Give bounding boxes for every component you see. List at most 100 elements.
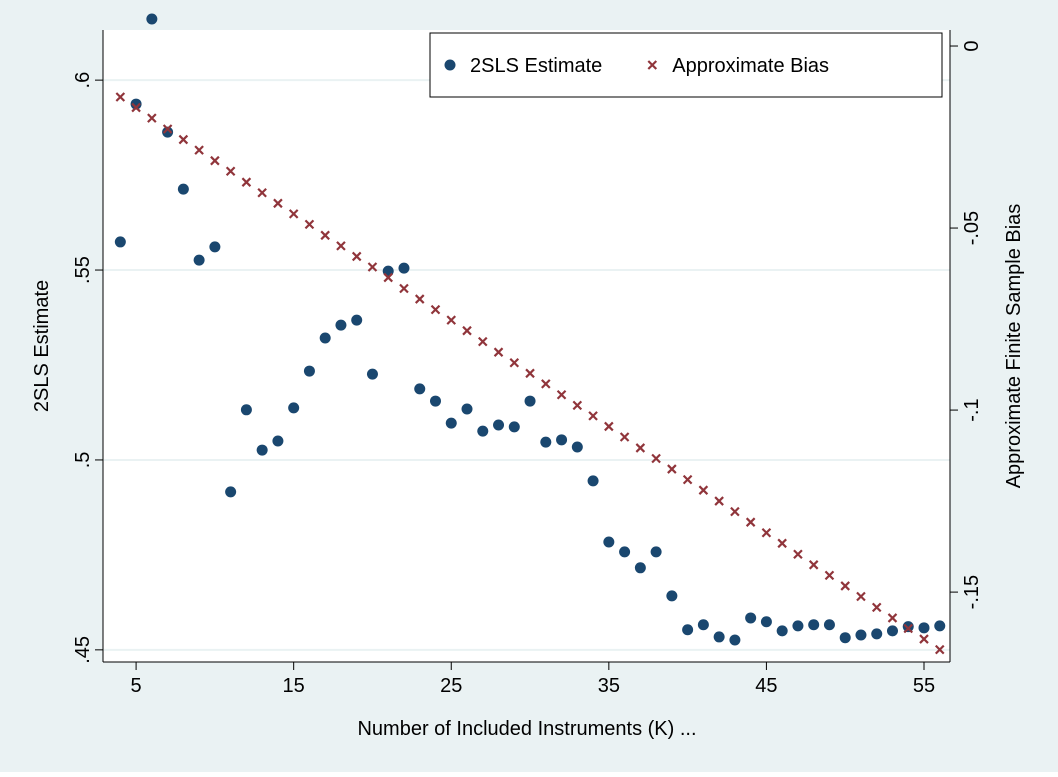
x-tick-label: 15 [283, 675, 305, 697]
data-point [635, 443, 646, 453]
data-point [776, 625, 788, 637]
data-point [257, 187, 267, 198]
data-point [146, 13, 158, 25]
data-point [793, 549, 803, 560]
x-tick-label: 25 [440, 675, 462, 697]
data-point [240, 404, 252, 416]
legend-label: Approximate Bias [672, 55, 829, 77]
data-point [398, 262, 410, 274]
data-point [288, 402, 300, 414]
data-point [619, 432, 630, 442]
data-point [761, 527, 772, 538]
legend-label: 2SLS Estimate [470, 55, 602, 77]
x-tick-label: 45 [755, 675, 777, 697]
data-point [918, 622, 930, 634]
data-point [524, 395, 536, 407]
data-point [572, 400, 583, 411]
data-point [919, 634, 929, 644]
data-point [493, 347, 504, 357]
data-point [273, 198, 283, 209]
data-point [399, 283, 409, 294]
data-point [225, 486, 237, 498]
data-point [824, 570, 835, 581]
data-point [730, 506, 740, 517]
data-point [446, 315, 457, 325]
data-point [303, 365, 315, 377]
data-point [508, 421, 520, 433]
data-point [934, 620, 946, 632]
data-point [477, 425, 489, 437]
data-point [871, 628, 883, 640]
data-point [367, 262, 378, 272]
data-point [336, 241, 346, 251]
y-tick-label: .5 [72, 452, 94, 469]
data-point [745, 517, 756, 527]
y2-axis-title: Approximate Finite Sample Bias [1003, 204, 1025, 489]
data-point [934, 644, 945, 655]
data-point [351, 314, 363, 326]
data-point [477, 336, 488, 347]
data-point [147, 113, 157, 123]
data-point [902, 621, 914, 633]
y2-tick-label: 0 [961, 40, 983, 51]
data-point [634, 562, 646, 574]
x-tick-label: 55 [913, 675, 935, 697]
data-point [729, 634, 741, 646]
data-point [114, 236, 126, 248]
data-point [808, 560, 819, 570]
data-point [823, 619, 835, 631]
data-point [319, 332, 331, 344]
data-point [288, 209, 299, 219]
data-point [540, 436, 552, 448]
data-point [193, 254, 205, 266]
data-point [698, 485, 709, 495]
data-point [177, 183, 189, 195]
data-point [115, 92, 126, 102]
data-point [272, 435, 284, 447]
data-point [383, 272, 393, 283]
data-point [320, 230, 330, 241]
data-point [792, 620, 804, 632]
data-point [162, 126, 174, 138]
data-point [556, 434, 568, 446]
data-point [430, 304, 441, 315]
data-point [840, 581, 850, 591]
y2-tick-label: -.1 [961, 398, 983, 421]
data-point [887, 613, 898, 623]
data-point [210, 155, 220, 166]
data-point [855, 629, 867, 641]
data-point [603, 536, 615, 548]
data-point [241, 177, 252, 187]
data-point [745, 612, 757, 624]
data-point [445, 417, 457, 429]
y-tick-label: .55 [72, 256, 94, 284]
data-point [714, 496, 724, 506]
data-point [366, 368, 378, 380]
data-point [587, 475, 599, 487]
data-point [604, 421, 614, 432]
data-point [256, 444, 268, 456]
data-point [839, 632, 851, 644]
data-point [571, 441, 583, 453]
data-point [682, 624, 694, 636]
data-point [414, 294, 425, 304]
data-point [697, 619, 709, 631]
x-axis-title: Number of Included Instruments (K) ... [357, 718, 696, 740]
data-point [131, 102, 141, 113]
y-tick-label: .45 [72, 636, 94, 664]
data-point [178, 134, 189, 145]
data-point [619, 546, 631, 558]
data-point [414, 383, 426, 395]
y-axis-title: 2SLS Estimate [31, 280, 53, 412]
data-point [666, 590, 678, 602]
legend-marker [444, 59, 456, 71]
data-point [713, 631, 725, 643]
data-point [429, 395, 441, 407]
data-point [525, 368, 535, 379]
data-point [335, 319, 347, 331]
data-point [588, 411, 598, 421]
data-point [351, 251, 362, 262]
data-point [541, 379, 551, 389]
data-point [461, 403, 473, 415]
